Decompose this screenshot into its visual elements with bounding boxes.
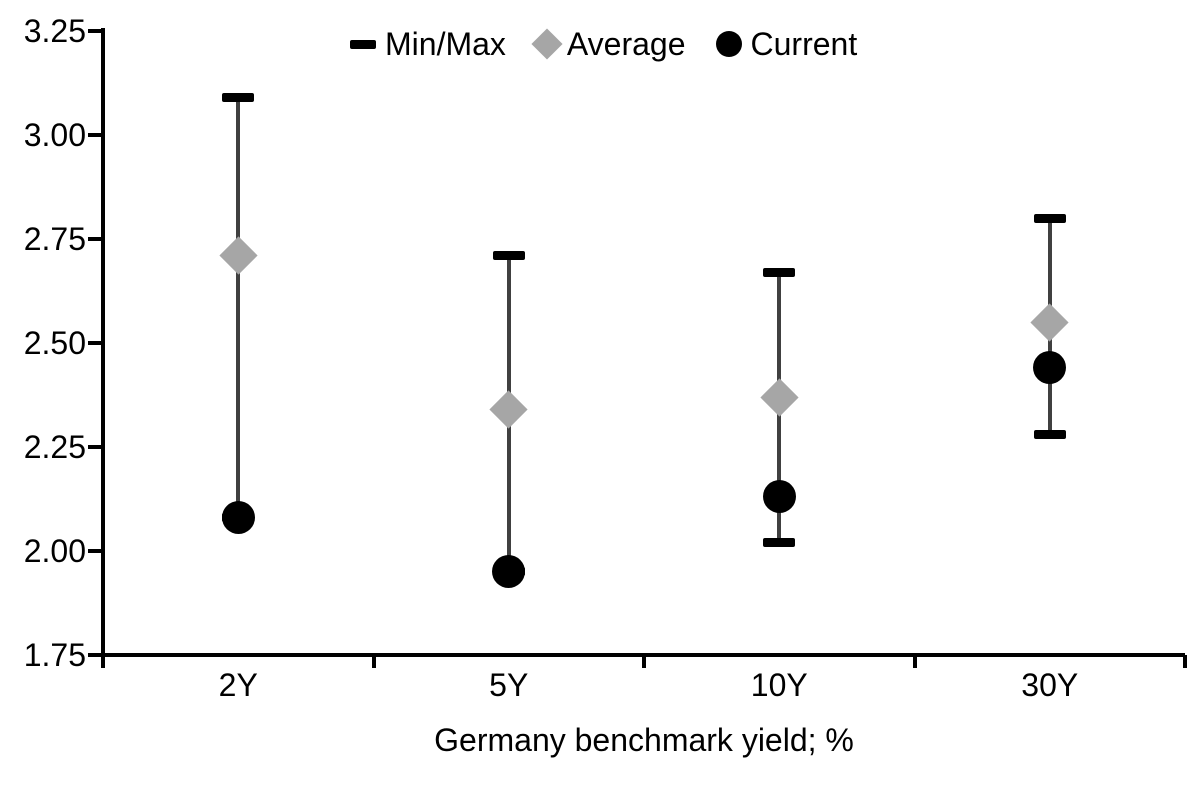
y-axis-tick-label: 1.75 (23, 637, 86, 673)
current-marker-30y (1033, 351, 1067, 385)
current-marker-10y (762, 480, 796, 514)
legend-label: Current (750, 26, 858, 62)
y-axis-tick-label: 2.75 (23, 221, 86, 257)
y-axis-tick (88, 445, 102, 449)
x-axis-tick (371, 655, 376, 668)
legend-item-current: Current (715, 24, 858, 64)
legend-label: Average (566, 26, 686, 62)
y-axis-tick (88, 133, 102, 137)
average-marker-5y (489, 390, 528, 429)
average-marker-2y (219, 236, 258, 275)
x-axis-category-label: 30Y (1021, 667, 1079, 703)
y-axis-tick-label: 3.25 (23, 13, 86, 49)
y-axis-tick (88, 341, 102, 345)
current-marker-2y (221, 501, 255, 535)
circle-icon (715, 31, 742, 57)
y-axis-tick-label: 2.00 (23, 533, 86, 569)
x-axis-tick (912, 655, 917, 668)
legend: Min/Max Average Current (350, 24, 857, 64)
max-cap-30y (1033, 213, 1066, 223)
min-cap-10y (763, 538, 796, 548)
dash-icon (350, 39, 376, 49)
min-cap-30y (1033, 430, 1066, 440)
max-cap-10y (763, 267, 796, 277)
y-axis-line (101, 28, 105, 668)
x-axis-category-label: 10Y (750, 667, 808, 703)
x-axis-category-label: 5Y (489, 667, 529, 703)
average-marker-10y (760, 377, 799, 417)
max-cap-5y (492, 251, 525, 261)
x-axis-tick (101, 655, 105, 668)
y-axis-tick (88, 237, 102, 241)
x-axis-title: Germany benchmark yield; % (434, 722, 854, 758)
y-axis-tick-label: 2.50 (23, 325, 86, 361)
current-marker-5y (492, 555, 526, 589)
y-axis-tick (88, 549, 102, 553)
y-axis-tick-label: 2.25 (23, 429, 86, 465)
diamond-icon (531, 28, 563, 60)
y-axis-tick (88, 29, 102, 33)
legend-item-min-max: Min/Max (350, 24, 506, 64)
x-axis-tick (1183, 655, 1187, 668)
max-cap-2y (222, 93, 255, 103)
x-axis-tick (642, 655, 646, 668)
legend-item-average: Average (531, 24, 686, 64)
range-line-2y (236, 97, 241, 518)
legend-label: Min/Max (385, 26, 506, 62)
y-axis-tick-label: 3.00 (23, 117, 86, 153)
y-axis-tick (88, 653, 102, 657)
x-axis-category-label: 2Y (218, 667, 258, 703)
average-marker-30y (1030, 303, 1069, 342)
